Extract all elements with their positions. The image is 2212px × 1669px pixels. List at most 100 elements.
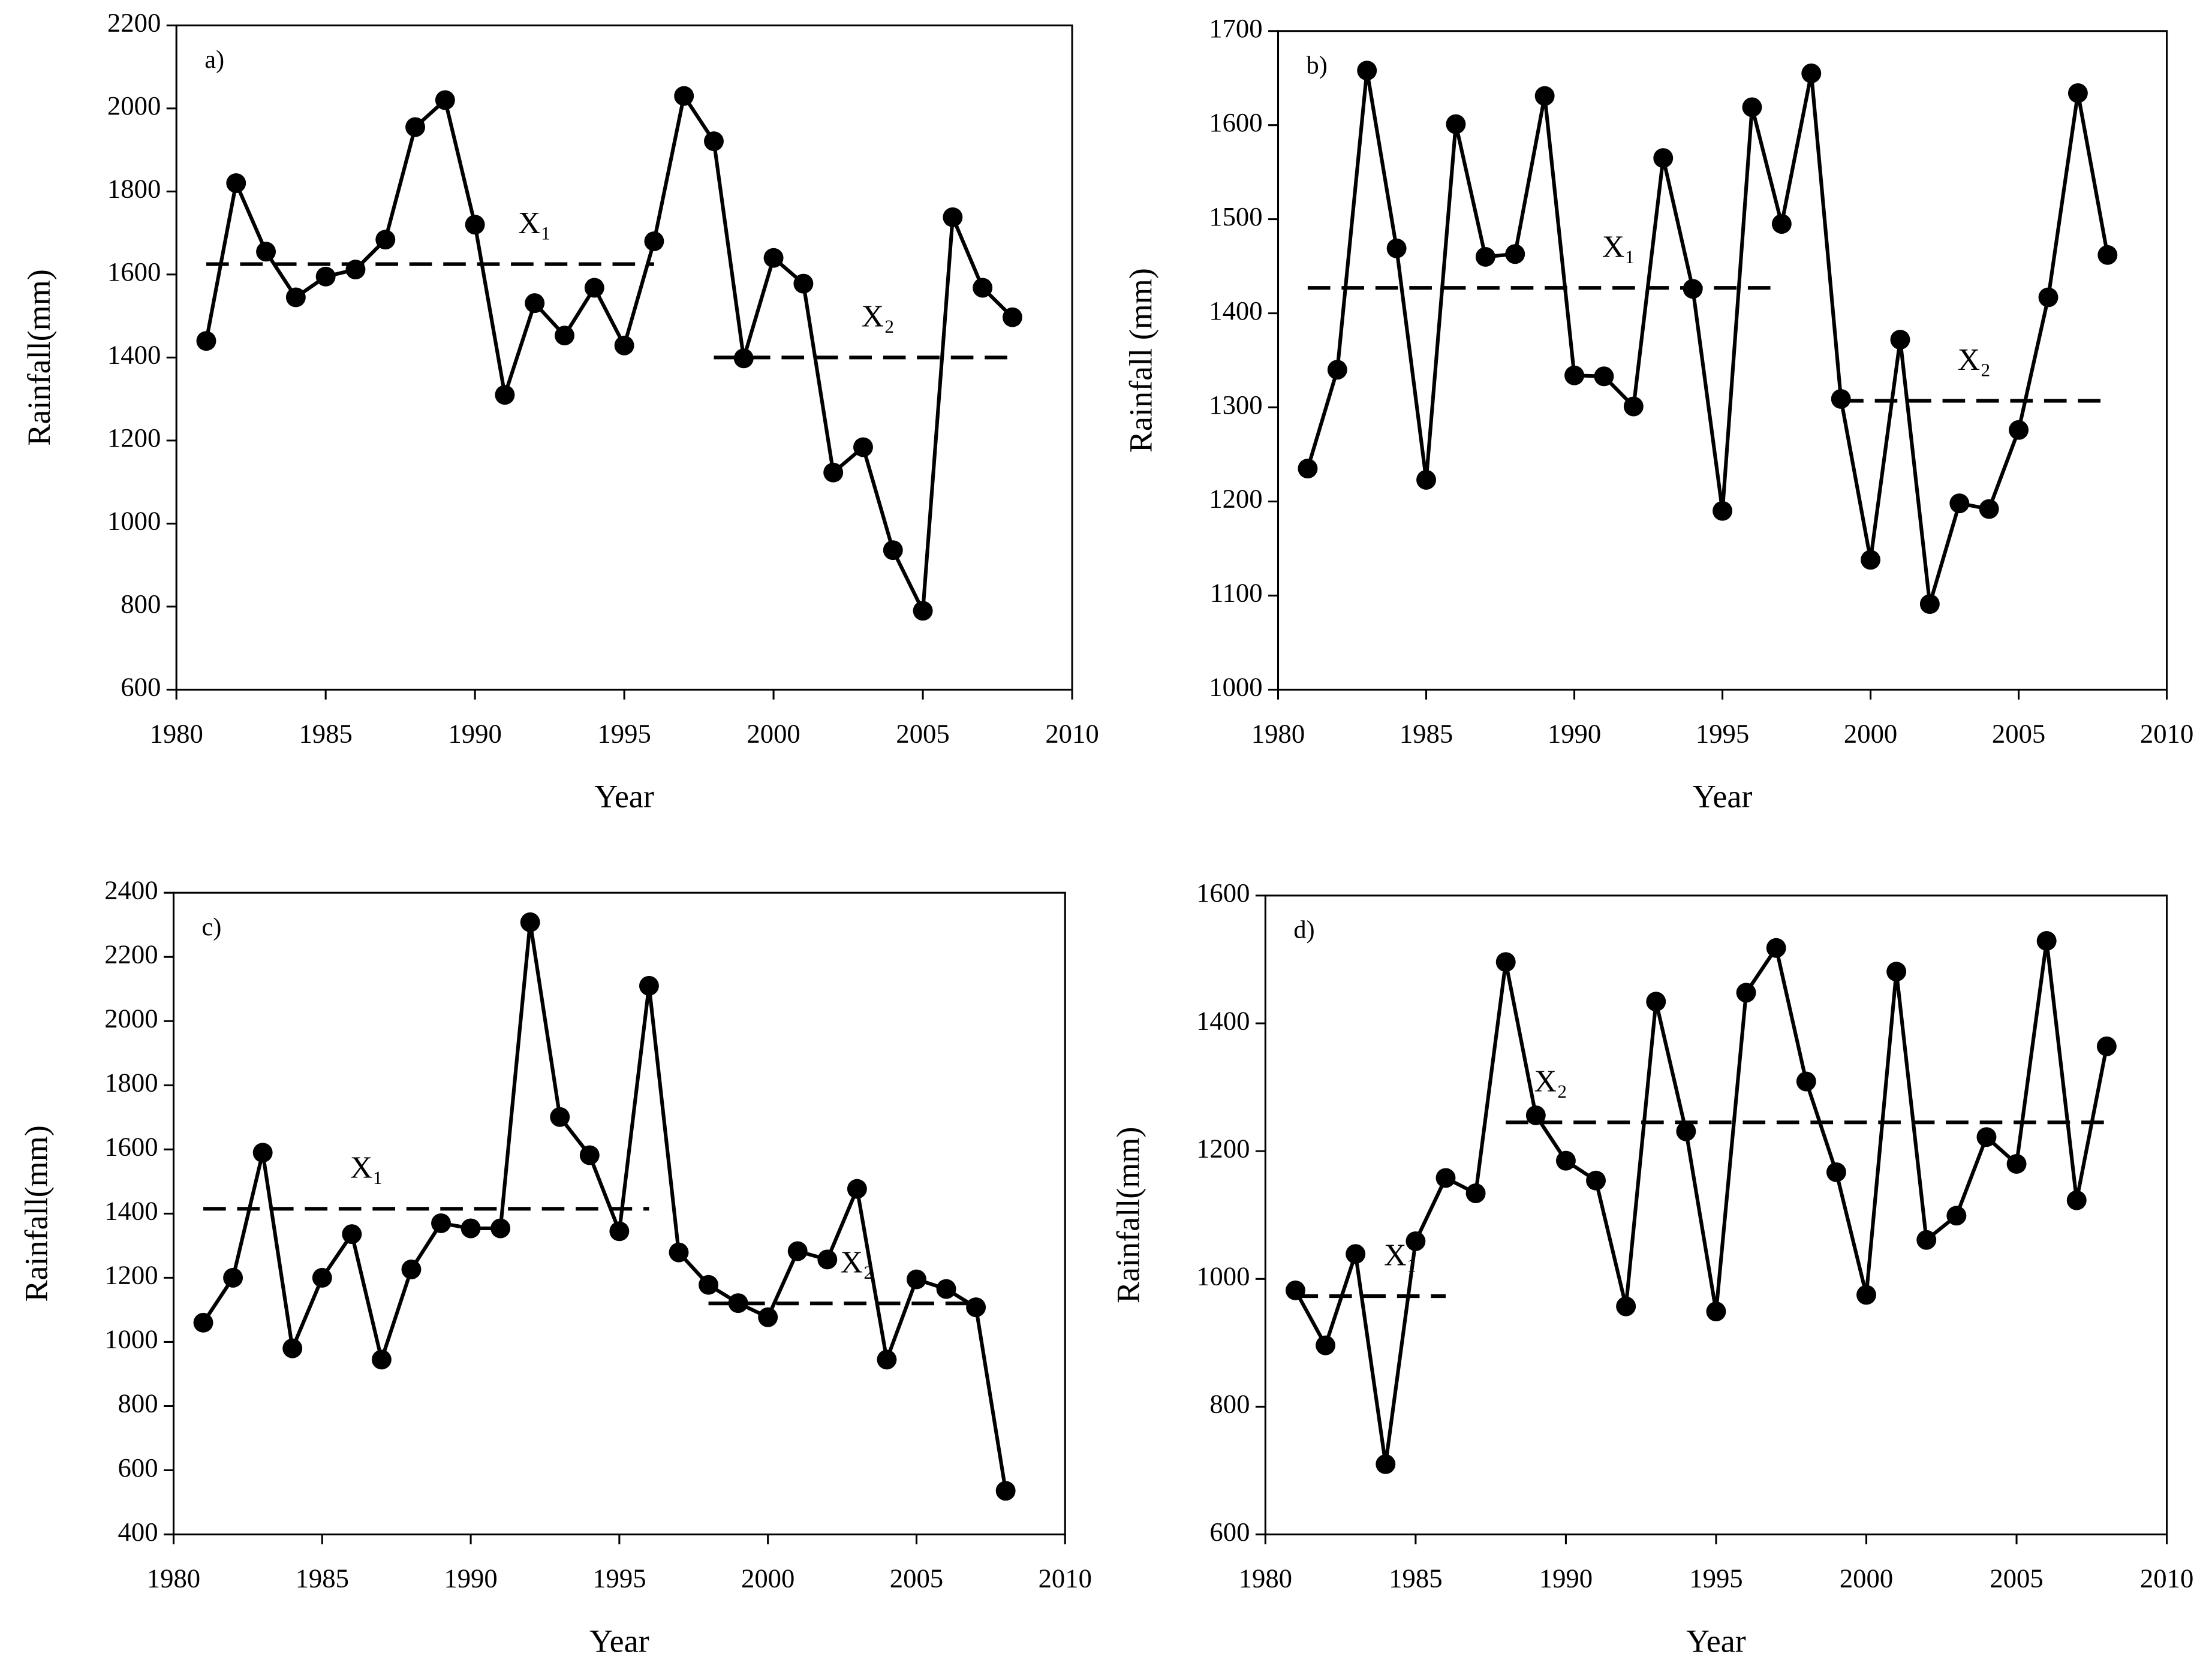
data-point xyxy=(1594,366,1614,387)
data-point xyxy=(2006,1153,2027,1174)
y-tick-label: 600 xyxy=(118,1453,158,1483)
data-point xyxy=(371,1349,392,1370)
x-tick-label: 1980 xyxy=(1251,718,1305,748)
data-point xyxy=(1298,459,1318,479)
y-tick-label: 1200 xyxy=(1209,484,1262,514)
y-tick-label: 1400 xyxy=(1209,296,1262,326)
data-point xyxy=(966,1297,986,1318)
plot-frame xyxy=(1264,894,2168,1536)
data-point xyxy=(1861,550,1881,570)
data-point xyxy=(342,1224,362,1245)
y-tick-label: 1200 xyxy=(1196,1133,1250,1163)
data-point xyxy=(973,278,993,298)
mean-label: X₂ xyxy=(862,300,895,334)
data-point xyxy=(1856,1285,1876,1305)
data-line xyxy=(1305,70,2109,605)
data-point xyxy=(1002,307,1022,327)
data-point xyxy=(817,1249,838,1270)
y-tick-label: 1000 xyxy=(104,1324,158,1354)
data-point xyxy=(936,1279,956,1299)
y-tick-label: 1500 xyxy=(1209,201,1262,231)
data-point xyxy=(763,248,784,268)
mean-label: X₁ xyxy=(350,1151,383,1185)
y-axis-title: Rainfall(mm) xyxy=(1110,1126,1146,1303)
data-point xyxy=(1534,86,1555,106)
y-tick-label: 800 xyxy=(118,1388,158,1418)
x-tick-label: 1995 xyxy=(597,718,651,748)
data-point xyxy=(1446,114,1466,134)
x-axis-title: Year xyxy=(1693,778,1753,814)
panel-label: b) xyxy=(1307,52,1328,80)
y-tick-label: 1600 xyxy=(1209,107,1262,137)
y-tick-label: 1400 xyxy=(104,1196,158,1226)
y-tick-label: 1100 xyxy=(1210,578,1263,608)
y-tick-label: 2000 xyxy=(107,91,161,120)
data-point xyxy=(943,207,963,227)
y-tick-label: 1000 xyxy=(1196,1261,1250,1291)
data-point xyxy=(285,287,306,308)
y-tick-label: 400 xyxy=(118,1517,158,1547)
x-tick-label: 1985 xyxy=(1389,1563,1442,1593)
x-tick-label: 1990 xyxy=(1548,718,1601,748)
data-point xyxy=(1976,1127,1997,1147)
data-point xyxy=(853,437,873,457)
x-tick-label: 1985 xyxy=(1400,718,1453,748)
data-point xyxy=(282,1338,303,1358)
y-axis-title: Rainfall (mm) xyxy=(1122,268,1158,453)
data-point xyxy=(1623,396,1644,417)
data-point xyxy=(1766,938,1786,958)
y-tick-label: 1600 xyxy=(1196,878,1250,908)
data-point xyxy=(401,1260,422,1279)
data-point xyxy=(375,230,396,250)
data-point xyxy=(1736,983,1756,1003)
x-tick-label: 2010 xyxy=(1045,718,1099,748)
y-tick-label: 2200 xyxy=(104,939,158,969)
data-point xyxy=(699,1275,719,1295)
x-tick-label: 2010 xyxy=(2140,718,2193,748)
data-point xyxy=(669,1242,689,1263)
data-point xyxy=(787,1241,808,1261)
y-tick-label: 1700 xyxy=(1209,13,1262,43)
y-tick-label: 800 xyxy=(1209,1389,1250,1419)
x-tick-label: 2005 xyxy=(896,718,949,748)
y-tick-label: 1200 xyxy=(107,423,161,453)
data-point xyxy=(1406,1231,1426,1251)
data-point xyxy=(1316,1335,1336,1355)
x-tick-label: 1980 xyxy=(147,1563,200,1593)
x-axis-title: Year xyxy=(589,1623,649,1659)
mean-label: X₁ xyxy=(1602,230,1635,264)
data-point xyxy=(2096,1036,2117,1056)
data-point xyxy=(1646,992,1666,1012)
data-point xyxy=(1495,952,1516,972)
data-point xyxy=(465,215,485,235)
y-tick-label: 2000 xyxy=(104,1003,158,1033)
x-tick-label: 1995 xyxy=(1696,718,1749,748)
data-point xyxy=(1327,360,1347,380)
x-tick-label: 2000 xyxy=(741,1563,794,1593)
data-point xyxy=(823,462,844,483)
data-point xyxy=(1346,1244,1366,1264)
y-tick-label: 1800 xyxy=(107,174,161,204)
x-tick-label: 2010 xyxy=(1039,1563,1092,1593)
data-point xyxy=(525,293,545,314)
data-point xyxy=(2036,931,2057,951)
data-point xyxy=(1555,1150,1576,1171)
data-point xyxy=(1826,1162,1846,1182)
x-tick-label: 1990 xyxy=(444,1563,497,1593)
y-tick-label: 1400 xyxy=(1196,1005,1250,1035)
data-point xyxy=(579,1145,600,1165)
data-point xyxy=(226,173,246,193)
y-tick-label: 600 xyxy=(121,672,161,702)
data-point xyxy=(1564,365,1585,385)
x-tick-label: 2005 xyxy=(890,1563,943,1593)
x-tick-label: 1980 xyxy=(149,718,203,748)
data-point xyxy=(1796,1071,1816,1092)
data-point xyxy=(1771,214,1792,234)
data-point xyxy=(1676,1121,1696,1141)
data-point xyxy=(1949,493,1970,514)
x-tick-label: 1980 xyxy=(1239,1563,1292,1593)
x-tick-label: 2010 xyxy=(2140,1563,2193,1593)
data-point xyxy=(196,331,216,351)
data-point xyxy=(1831,388,1851,409)
